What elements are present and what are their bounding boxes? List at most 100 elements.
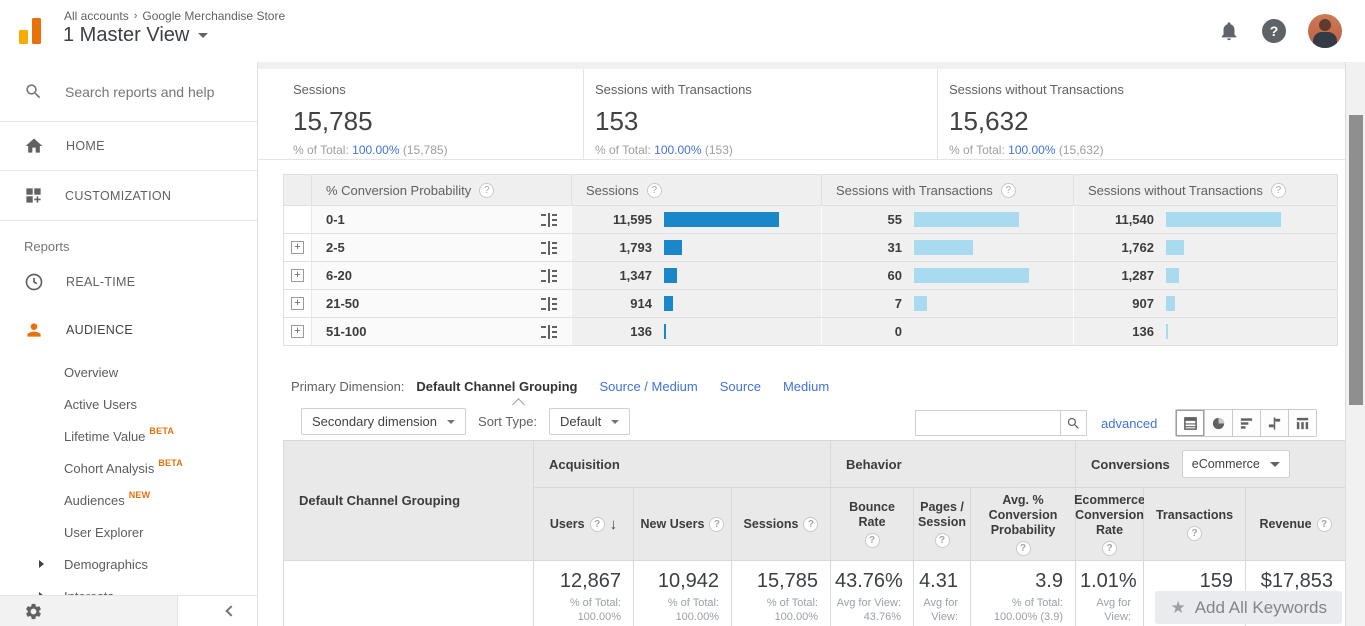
col-header-conversion-probability[interactable]: % Conversion Probability: [311, 175, 571, 205]
col-header-revenue[interactable]: Revenue: [1246, 488, 1345, 561]
breadcrumb-account[interactable]: Google Merchandise Store: [142, 9, 285, 23]
sidebar-item-active-users[interactable]: Active Users: [0, 388, 257, 420]
sidebar-item-customization[interactable]: CUSTOMIZATION: [0, 171, 257, 221]
view-selector[interactable]: 1 Master View: [63, 24, 208, 47]
col-header-default-channel-grouping[interactable]: Default Channel Grouping: [284, 441, 534, 561]
add-all-keywords-button[interactable]: ★ Add All Keywords: [1155, 591, 1342, 624]
expand-arrow-icon: [39, 560, 44, 568]
notifications-bell-icon[interactable]: [1218, 20, 1240, 42]
table-search-input[interactable]: [915, 410, 1060, 436]
help-icon[interactable]: [1102, 541, 1117, 556]
breadcrumb-all-accounts[interactable]: All accounts: [64, 9, 129, 23]
sessions-bar: [664, 296, 673, 311]
admin-settings[interactable]: [0, 596, 178, 626]
data-view-button[interactable]: [1176, 410, 1204, 436]
help-icon[interactable]: [1016, 541, 1031, 556]
help-icon[interactable]: [935, 533, 950, 548]
plot-rows-icon[interactable]: [541, 325, 557, 339]
avatar-body: [1313, 32, 1337, 48]
col-header-bounce-rate[interactable]: Bounce Rate: [831, 488, 914, 561]
plot-rows-icon[interactable]: [541, 213, 557, 227]
sidebar-item-home[interactable]: HOME: [0, 122, 257, 171]
secondary-dimension-dropdown[interactable]: Secondary dimension: [301, 408, 466, 435]
table-row: 51-100 136 0 136: [284, 318, 1337, 346]
sidebar-item-audience[interactable]: AUDIENCE: [0, 312, 257, 348]
scrollbar-thumb[interactable]: [1349, 115, 1363, 405]
help-icon[interactable]: [865, 533, 880, 548]
metric-subtext: % of Total: 100.00% (15,785): [293, 143, 583, 157]
sidebar-item-user-explorer[interactable]: User Explorer: [0, 516, 257, 548]
sidebar-item-lifetime-value[interactable]: Lifetime ValueBETA: [0, 420, 257, 452]
help-icon[interactable]: [590, 517, 605, 532]
with-transactions-bar: [914, 296, 927, 311]
help-icon[interactable]: [1001, 183, 1016, 198]
col-header-sessions-without-transactions[interactable]: Sessions without Transactions: [1073, 175, 1337, 205]
help-icon[interactable]: [709, 517, 724, 532]
col-header-avg-conversion-probability[interactable]: Avg. % Conversion Probability: [971, 488, 1076, 561]
sidebar-item-demographics[interactable]: Demographics: [0, 548, 257, 580]
advanced-search-link[interactable]: advanced: [1101, 416, 1157, 431]
conversions-goal-dropdown[interactable]: eCommerce: [1182, 450, 1290, 478]
col-header-transactions[interactable]: Transactions: [1144, 488, 1246, 561]
col-header-new-users[interactable]: New Users: [634, 488, 732, 561]
comparison-view-button[interactable]: [1260, 410, 1288, 436]
col-header-pages-session[interactable]: Pages / Session: [914, 488, 971, 561]
dimension-value: 6-20: [326, 268, 352, 283]
sidebar-item-label: HOME: [66, 139, 105, 153]
header-actions: ?: [1218, 0, 1342, 62]
col-header-ecommerce-conversion-rate[interactable]: Ecommerce Conversion Rate: [1076, 488, 1144, 561]
analytics-logo-icon[interactable]: [15, 15, 47, 47]
expand-row-icon[interactable]: [291, 269, 304, 282]
sort-type-dropdown[interactable]: Default: [549, 408, 630, 435]
dimension-default-channel-grouping[interactable]: Default Channel Grouping: [416, 379, 577, 394]
metric-card-sessions-with-transactions: Sessions with Transactions 153 % of Tota…: [583, 69, 937, 159]
col-header-sessions-with-transactions[interactable]: Sessions with Transactions: [821, 175, 1073, 205]
help-icon[interactable]: ?: [1262, 19, 1286, 43]
breadcrumb-separator: ›: [134, 10, 138, 22]
col-header-users[interactable]: Users ↓: [534, 488, 634, 561]
table-search-button[interactable]: [1060, 410, 1087, 436]
sidebar-collapse-button[interactable]: [178, 596, 257, 626]
col-header-sessions[interactable]: Sessions: [571, 175, 821, 205]
sidebar-item-label: REAL-TIME: [66, 275, 135, 289]
dimension-source-medium-link[interactable]: Source / Medium: [599, 379, 697, 394]
help-icon[interactable]: [647, 183, 662, 198]
plot-rows-icon[interactable]: [541, 241, 557, 255]
sort-type-label: Sort Type:: [478, 414, 537, 429]
sidebar-item-cohort-analysis[interactable]: Cohort AnalysisBETA: [0, 452, 257, 484]
sidebar-item-realtime[interactable]: REAL-TIME: [0, 264, 257, 300]
chevron-down-icon: [447, 420, 455, 424]
plot-rows-icon[interactable]: [541, 297, 557, 311]
customization-icon: [24, 186, 43, 205]
sessions-bar: [664, 324, 666, 339]
expand-row-icon[interactable]: [291, 241, 304, 254]
total-ecommerce-conversion-rate: 1.01%Avg for View: 1.01% (0.00%): [1076, 561, 1144, 626]
chevron-down-icon: [198, 33, 208, 38]
expand-row-icon[interactable]: [291, 325, 304, 338]
plot-rows-icon[interactable]: [541, 269, 557, 283]
vertical-scrollbar[interactable]: [1345, 62, 1365, 626]
chevron-down-icon: [1270, 462, 1280, 467]
percentage-view-button[interactable]: [1204, 410, 1232, 436]
help-icon[interactable]: [803, 517, 818, 532]
with-transactions-bar: [914, 268, 1029, 283]
dimension-source-link[interactable]: Source: [720, 379, 761, 394]
dimension-medium-link[interactable]: Medium: [783, 379, 829, 394]
help-icon[interactable]: [1271, 183, 1286, 198]
avatar[interactable]: [1308, 14, 1342, 48]
sidebar-item-audiences[interactable]: AudiencesNEW: [0, 484, 257, 516]
sidebar-item-overview[interactable]: Overview: [0, 356, 257, 388]
group-header-behavior: Behavior: [831, 441, 1076, 488]
pivot-view-button[interactable]: [1288, 410, 1316, 436]
metric-label: Sessions without Transactions: [949, 82, 1345, 97]
help-icon[interactable]: [1187, 526, 1202, 541]
expand-row-icon[interactable]: [291, 297, 304, 310]
view-toggle-group: [1175, 409, 1317, 437]
help-icon[interactable]: [479, 183, 494, 198]
performance-view-button[interactable]: [1232, 410, 1260, 436]
content-top-strip: [258, 62, 1345, 69]
search-input[interactable]: [65, 84, 230, 100]
sidebar-search[interactable]: [0, 62, 257, 122]
col-header-sessions[interactable]: Sessions: [732, 488, 831, 561]
help-icon[interactable]: [1317, 517, 1332, 532]
